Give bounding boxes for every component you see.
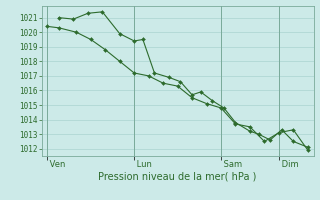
X-axis label: Pression niveau de la mer( hPa ): Pression niveau de la mer( hPa ) — [99, 172, 257, 182]
